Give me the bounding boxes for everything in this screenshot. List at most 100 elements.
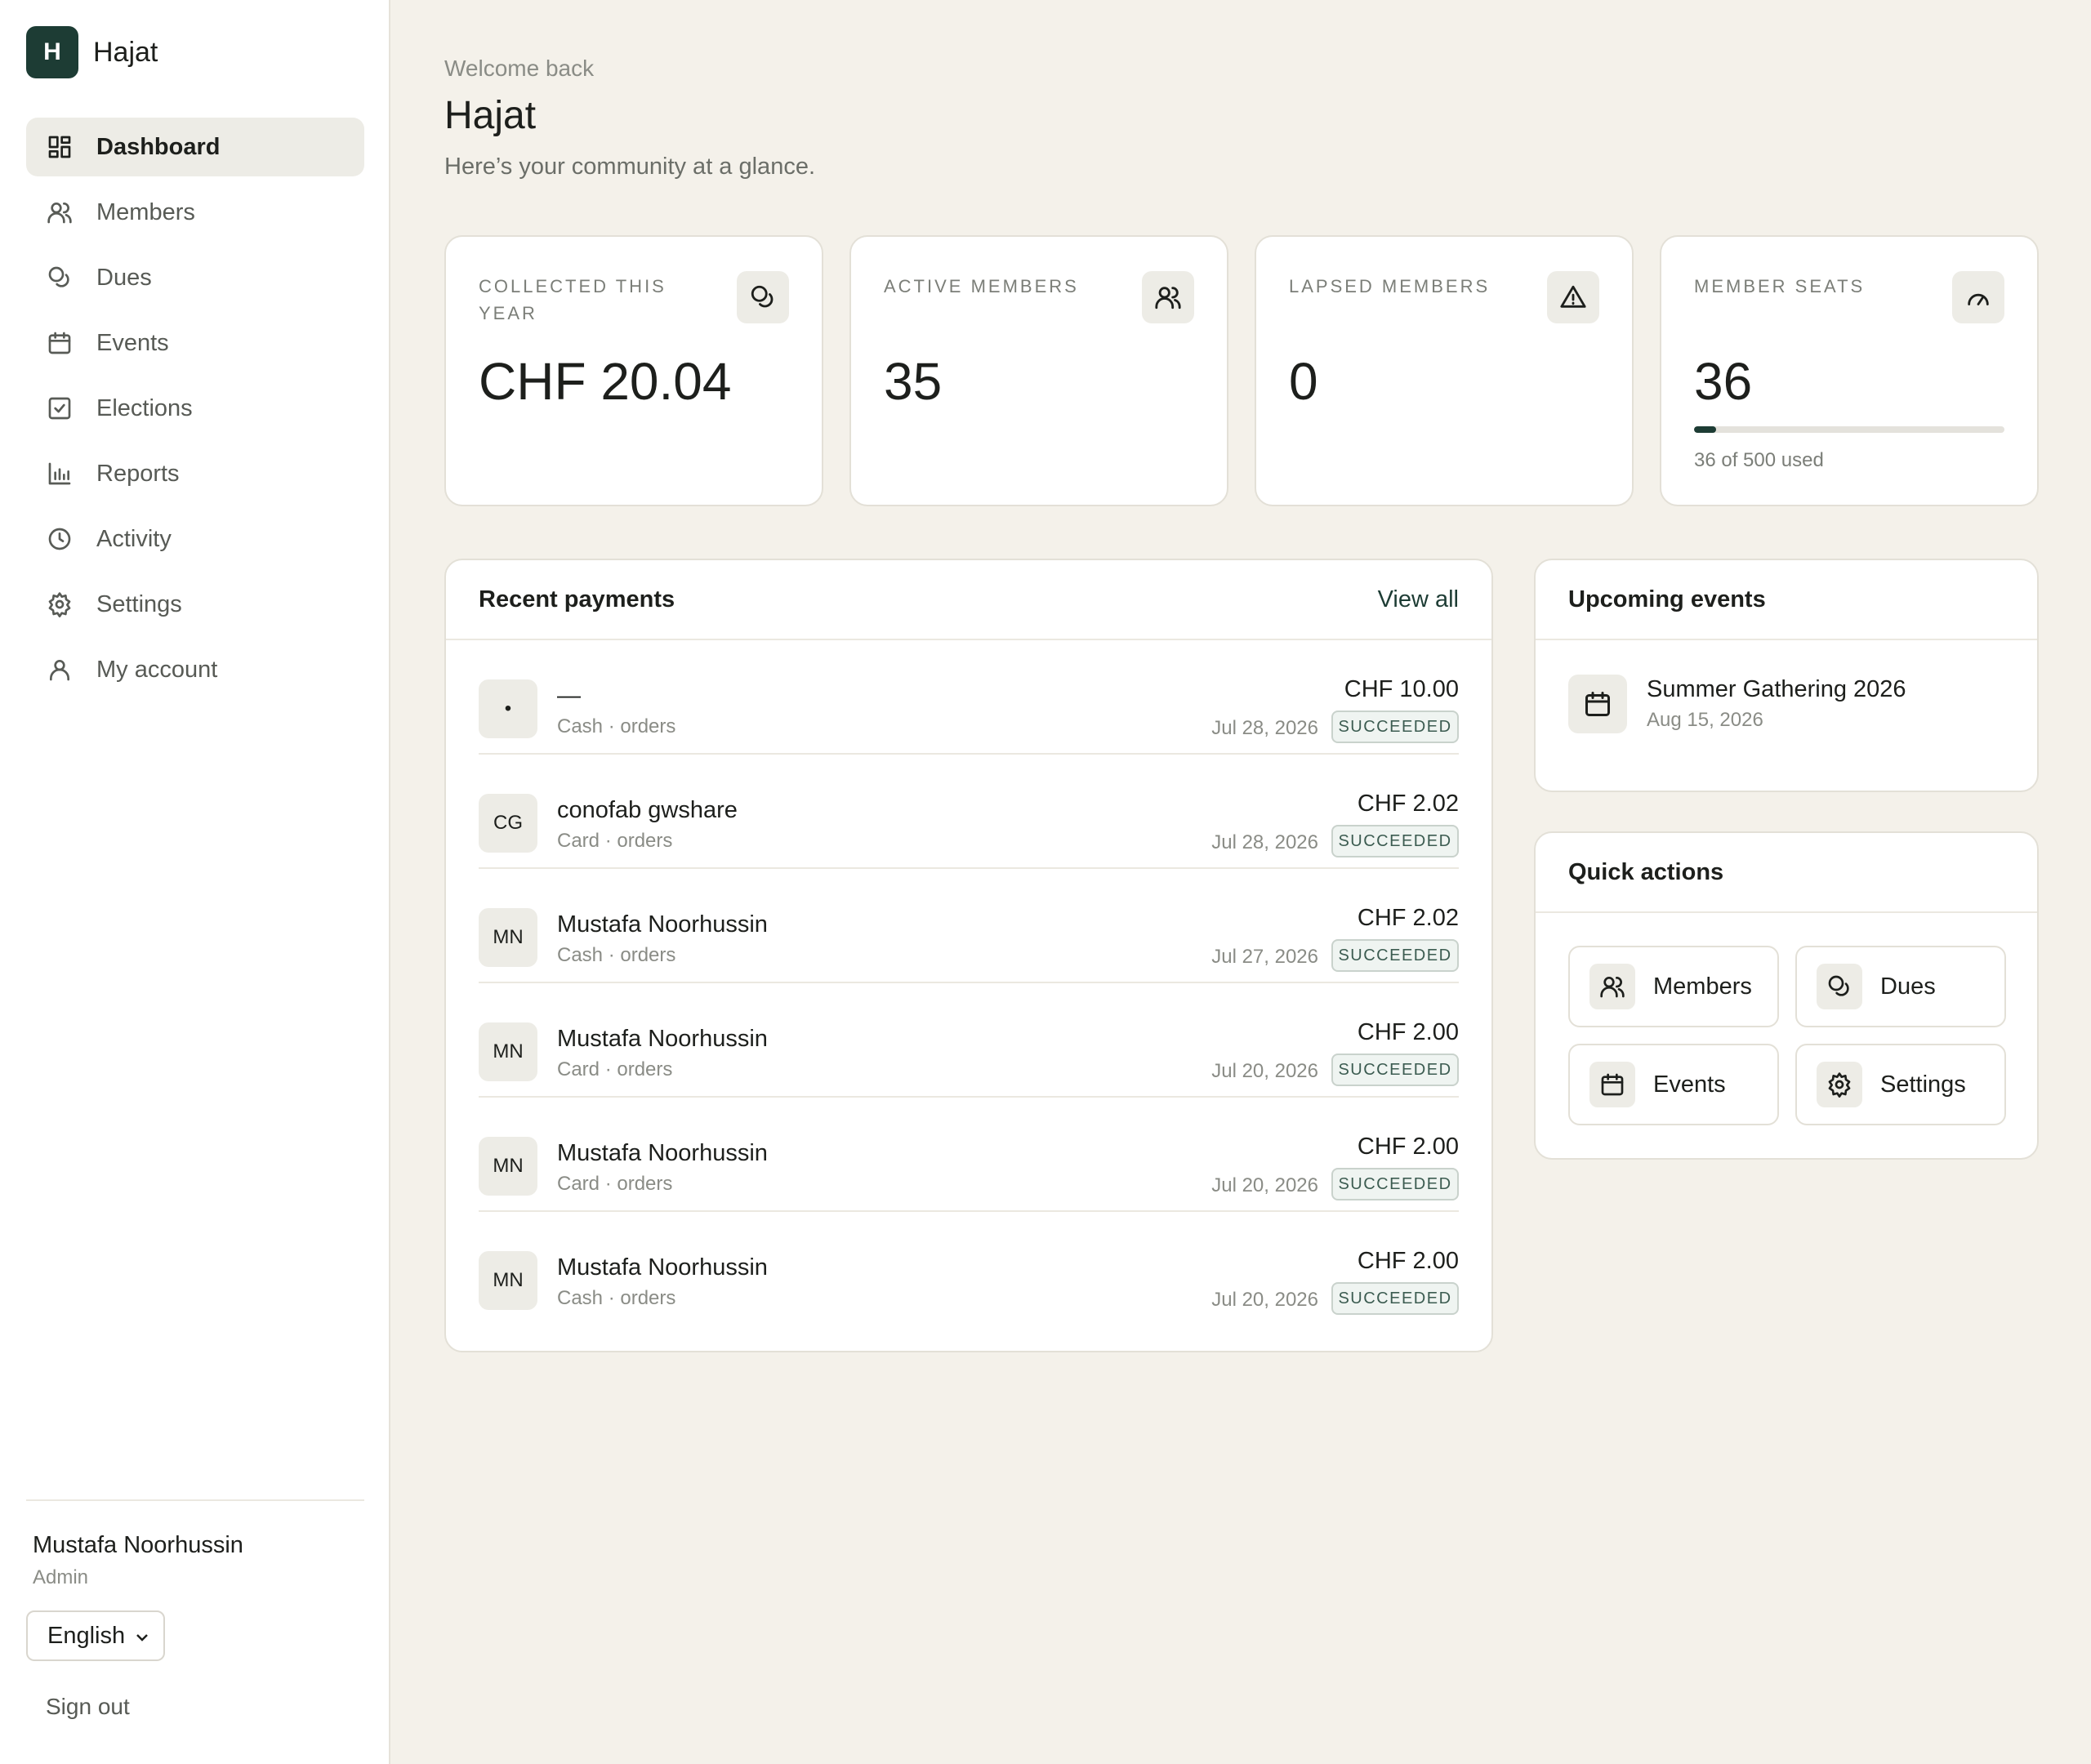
users-icon xyxy=(1142,271,1194,323)
payment-amount: CHF 2.02 xyxy=(1357,791,1459,817)
warning-icon xyxy=(1547,271,1599,323)
sidebar-item-dues[interactable]: Dues xyxy=(26,248,364,307)
sidebar-item-events[interactable]: Events xyxy=(26,314,364,372)
quick-action-events-button[interactable]: Events xyxy=(1568,1044,1779,1125)
sidebar-item-my-account[interactable]: My account xyxy=(26,640,364,699)
panel-title: Upcoming events xyxy=(1568,586,1766,612)
sign-out-link[interactable]: Sign out xyxy=(46,1694,130,1719)
payer-name: — xyxy=(557,683,581,709)
quick-action-label: Settings xyxy=(1880,1071,1966,1098)
avatar: • xyxy=(479,679,537,738)
users-icon xyxy=(46,198,74,226)
sidebar-item-label: Settings xyxy=(96,590,182,617)
sidebar-item-members[interactable]: Members xyxy=(26,183,364,242)
stat-value: CHF 20.04 xyxy=(479,352,732,411)
payment-meta: Card · orders xyxy=(557,830,673,852)
table-row[interactable]: CG conofab gwshare Card · orders CHF 2.0… xyxy=(479,755,1459,869)
language-value: English xyxy=(47,1622,126,1649)
stat-value: 36 xyxy=(1694,352,1753,411)
avatar: MN xyxy=(479,1022,537,1081)
payment-date: Jul 20, 2026 xyxy=(1211,1289,1318,1311)
event-name: Summer Gathering 2026 xyxy=(1647,676,1906,702)
stat-value: 0 xyxy=(1289,352,1318,411)
table-row[interactable]: MN Mustafa Noorhussin Cash · orders CHF … xyxy=(479,1212,1459,1326)
status-badge: SUCCEEDED xyxy=(1331,825,1459,858)
payment-meta: Cash · orders xyxy=(557,715,676,737)
payment-meta: Card · orders xyxy=(557,1058,673,1080)
gear-icon xyxy=(1817,1062,1862,1107)
sidebar-item-activity[interactable]: Activity xyxy=(26,510,364,568)
quick-action-dues-button[interactable]: Dues xyxy=(1795,946,2006,1027)
status-badge: SUCCEEDED xyxy=(1331,1168,1459,1200)
payment-amount: CHF 10.00 xyxy=(1344,676,1459,702)
users-icon xyxy=(1589,964,1635,1009)
sidebar-item-reports[interactable]: Reports xyxy=(26,444,364,503)
calendar-icon xyxy=(1589,1062,1635,1107)
coins-icon xyxy=(46,264,74,292)
payment-meta: Card · orders xyxy=(557,1173,673,1195)
sidebar-item-label: Activity xyxy=(96,525,172,552)
calendar-icon xyxy=(1568,675,1627,733)
seat-usage-text: 36 of 500 used xyxy=(1694,449,1824,471)
stat-label: MEMBER SEATS xyxy=(1694,276,1866,296)
quick-action-settings-button[interactable]: Settings xyxy=(1795,1044,2006,1125)
welcome-text: Welcome back xyxy=(444,56,595,81)
table-row[interactable]: MN Mustafa Noorhussin Card · orders CHF … xyxy=(479,1098,1459,1212)
seat-progress-fill xyxy=(1694,426,1717,433)
payment-date: Jul 20, 2026 xyxy=(1211,1060,1318,1082)
brand-logo: H xyxy=(26,26,78,78)
stat-label: ACTIVE MEMBERS xyxy=(884,276,1079,296)
sidebar-item-dashboard[interactable]: Dashboard xyxy=(26,118,364,176)
quick-action-label: Events xyxy=(1653,1071,1726,1098)
chevron-down-icon xyxy=(132,1627,152,1646)
stat-card-lapsed-members: LAPSED MEMBERS 0 xyxy=(1255,235,1634,506)
bar-chart-icon xyxy=(46,460,74,488)
panel-title: Recent payments xyxy=(479,586,675,612)
payment-meta: Cash · orders xyxy=(557,944,676,966)
brand-name: Hajat xyxy=(93,36,158,68)
checkbox-icon xyxy=(46,394,74,422)
sidebar-item-settings[interactable]: Settings xyxy=(26,575,364,634)
clock-icon xyxy=(46,525,74,553)
sidebar-item-elections[interactable]: Elections xyxy=(26,379,364,438)
panel-header: Upcoming events xyxy=(1536,560,2037,640)
payer-name: Mustafa Noorhussin xyxy=(557,911,768,938)
payment-amount: CHF 2.02 xyxy=(1357,905,1459,931)
table-row[interactable]: • — Cash · orders CHF 10.00 Jul 28, 2026… xyxy=(479,640,1459,755)
view-all-link[interactable]: View all xyxy=(1377,586,1459,612)
quick-action-members-button[interactable]: Members xyxy=(1568,946,1779,1027)
stat-card-active-members: ACTIVE MEMBERS 35 xyxy=(849,235,1228,506)
payment-amount: CHF 2.00 xyxy=(1357,1134,1459,1160)
panel-header: Recent payments View all xyxy=(446,560,1491,640)
payer-name: Mustafa Noorhussin xyxy=(557,1254,768,1281)
user-name: Mustafa Noorhussin xyxy=(33,1532,243,1558)
sidebar-item-label: Dues xyxy=(96,264,152,291)
stat-card-collected: COLLECTED THIS YEAR CHF 20.04 xyxy=(444,235,823,506)
gear-icon xyxy=(46,590,74,618)
avatar: MN xyxy=(479,908,537,967)
table-row[interactable]: MN Mustafa Noorhussin Cash · orders CHF … xyxy=(479,869,1459,983)
list-item[interactable]: Summer Gathering 2026 Aug 15, 2026 xyxy=(1568,673,2009,755)
payment-date: Jul 28, 2026 xyxy=(1211,717,1318,739)
upcoming-events-panel: Upcoming events Summer Gathering 2026 Au… xyxy=(1534,559,2039,792)
status-badge: SUCCEEDED xyxy=(1331,710,1459,743)
sidebar-item-label: My account xyxy=(96,656,218,683)
language-select[interactable]: English xyxy=(26,1610,165,1661)
payment-amount: CHF 2.00 xyxy=(1357,1019,1459,1045)
quick-action-label: Dues xyxy=(1880,973,1936,1000)
status-badge: SUCCEEDED xyxy=(1331,1054,1459,1086)
coins-icon xyxy=(737,271,789,323)
brand[interactable]: H Hajat xyxy=(26,26,158,78)
stat-card-member-seats: MEMBER SEATS 36 36 of 500 used xyxy=(1660,235,2039,506)
table-row[interactable]: MN Mustafa Noorhussin Card · orders CHF … xyxy=(479,983,1459,1098)
panel-header: Quick actions xyxy=(1536,833,2037,913)
coins-icon xyxy=(1817,964,1862,1009)
dashboard-icon xyxy=(46,133,74,161)
payment-date: Jul 20, 2026 xyxy=(1211,1174,1318,1196)
stat-value: 35 xyxy=(884,352,943,411)
avatar: CG xyxy=(479,794,537,853)
avatar: MN xyxy=(479,1137,537,1196)
status-badge: SUCCEEDED xyxy=(1331,939,1459,972)
sidebar-item-label: Events xyxy=(96,329,169,356)
payer-name: conofab gwshare xyxy=(557,797,738,823)
